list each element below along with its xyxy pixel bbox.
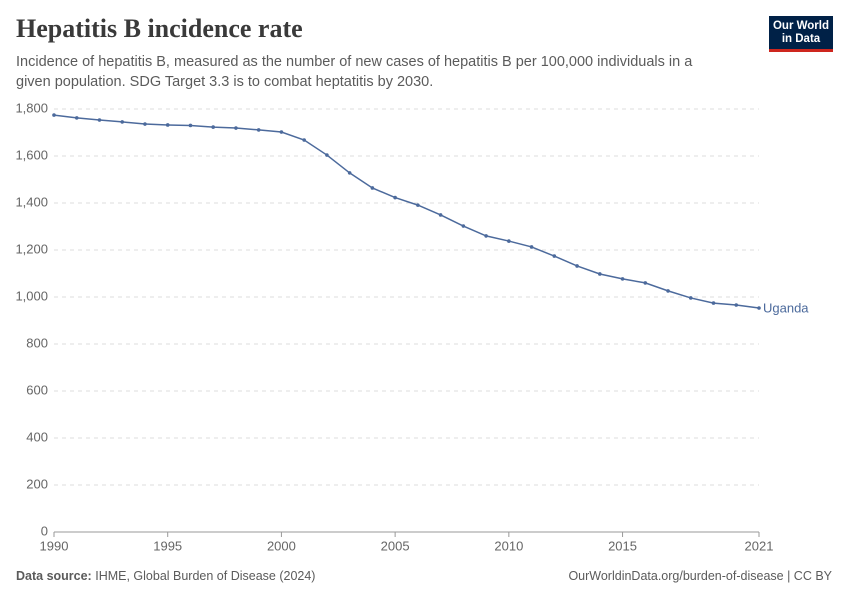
point <box>757 306 761 310</box>
point <box>711 301 716 305</box>
point <box>97 118 102 122</box>
y-tick-label: 200 <box>26 476 48 491</box>
logo[interactable]: Our World in Data <box>769 16 833 52</box>
point <box>52 113 56 117</box>
point <box>165 123 170 127</box>
source: Data source: IHME, Global Burden of Dise… <box>16 569 315 583</box>
point <box>234 126 238 130</box>
point <box>438 213 443 217</box>
point <box>666 289 670 293</box>
point <box>507 239 511 243</box>
point <box>120 120 125 124</box>
point <box>484 234 488 238</box>
x-tick-label: 1990 <box>40 538 69 553</box>
x-tick-label: 2021 <box>745 538 774 553</box>
x-tick-label: 2000 <box>267 538 296 553</box>
logo-text: in Data <box>781 33 821 45</box>
x-tick-label: 1995 <box>153 538 182 553</box>
y-tick-label: 1,400 <box>15 194 48 209</box>
point <box>598 272 602 276</box>
point <box>211 125 215 129</box>
source-label: Data source: <box>16 569 92 583</box>
point <box>734 303 739 307</box>
point <box>529 245 534 249</box>
chart-title: Hepatitis B incidence rate <box>16 14 303 43</box>
y-tick-label: 600 <box>26 382 48 397</box>
x-tick-label: 2015 <box>608 538 637 553</box>
point <box>393 195 397 200</box>
line <box>53 114 760 309</box>
point <box>575 264 579 268</box>
y-tick-label: 1,000 <box>15 288 48 303</box>
point <box>370 186 375 190</box>
point <box>620 277 625 281</box>
point <box>552 254 557 258</box>
point <box>325 153 329 157</box>
y-tick-label: 1,200 <box>15 241 48 256</box>
logo-text: Our World <box>772 20 829 32</box>
point <box>256 128 261 132</box>
y-tick-label: 400 <box>26 429 48 444</box>
x-tick-label: 2005 <box>381 538 410 553</box>
chart-subtitle: Incidence of hepatitis B, measured as th… <box>16 54 693 90</box>
point <box>279 130 284 134</box>
x-tick-label: 2010 <box>494 538 523 553</box>
point <box>688 296 693 300</box>
y-tick-label: 1,600 <box>15 147 48 162</box>
point <box>302 138 306 142</box>
point <box>643 281 648 285</box>
point <box>347 171 352 175</box>
y-tick-label: 1,800 <box>15 100 48 115</box>
point <box>461 224 466 228</box>
point <box>188 123 193 128</box>
license[interactable]: OurWorldinData.org/burden-of-disease | C… <box>568 569 832 583</box>
point <box>416 203 420 207</box>
point <box>143 122 147 126</box>
y-tick-label: 800 <box>26 335 48 350</box>
series-label: Uganda <box>763 300 809 315</box>
source-text: IHME, Global Burden of Disease (2024) <box>95 569 316 583</box>
point <box>74 116 79 120</box>
y-tick-label: 0 <box>41 523 48 538</box>
